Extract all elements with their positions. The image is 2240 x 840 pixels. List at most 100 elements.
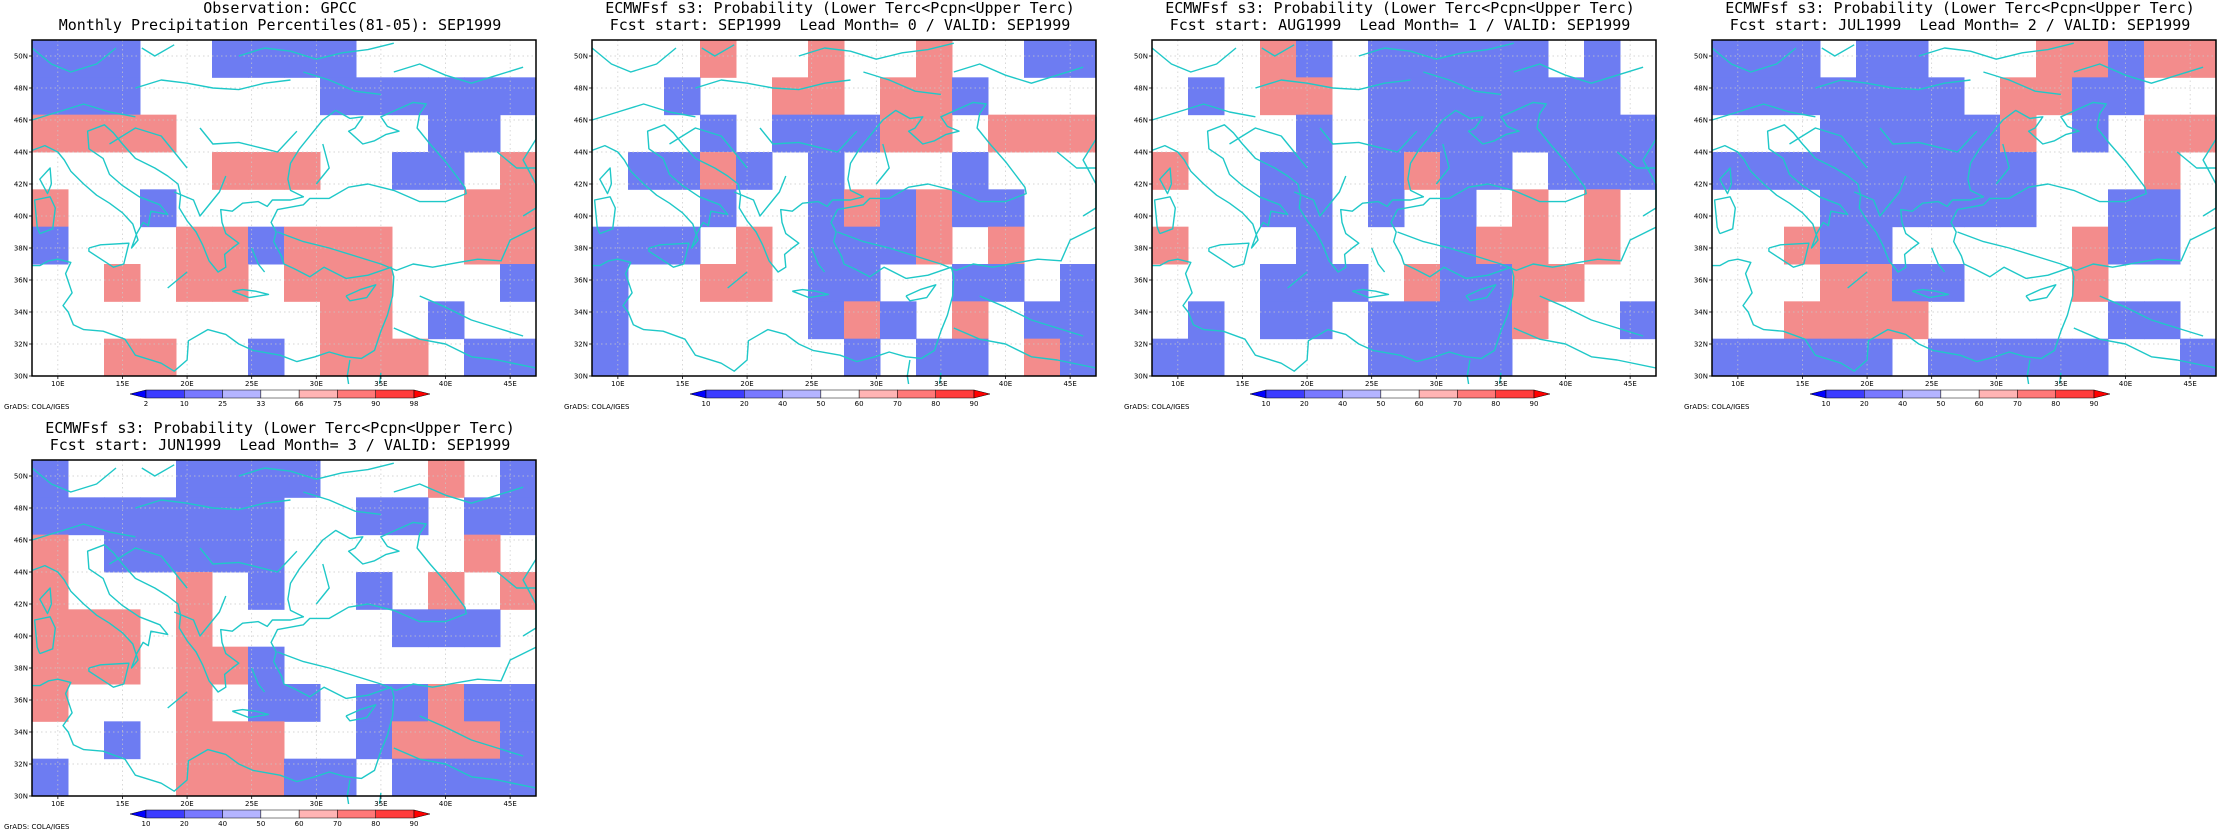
grid-cell [1548,114,1585,153]
grid-cell [68,609,105,648]
lon-tick-label: 15E [676,380,689,388]
grid-cell [428,460,465,498]
grid-cell [1476,226,1513,265]
coastline [2058,372,2062,385]
colorbar-tick-label: 70 [893,400,902,408]
grads-credit: GrADS: COLA/IGES [4,823,70,831]
coastline [759,127,858,153]
coastline [419,295,524,337]
coastline [1711,103,1816,121]
grid-cell [1024,301,1061,340]
lat-tick-label: 44N [14,149,28,157]
coastline [39,587,53,615]
lon-tick-label: 40E [2119,380,2132,388]
grads-credit: GrADS: COLA/IGES [4,403,70,411]
lon-tick-label: 45E [503,380,516,388]
grid-cell [1784,338,1821,377]
lat-tick-label: 38N [574,245,588,253]
grid-cell [1892,114,1929,153]
coastline [167,691,188,709]
colorbar-tick-label: 60 [855,400,864,408]
coastline [1056,151,1096,169]
colorbar-tick-label: 50 [816,400,825,408]
grid-cell [808,301,845,340]
grid-cell [104,338,141,377]
coastline [232,708,270,719]
colorbar-tick-label: 90 [970,400,979,408]
coastline [1435,143,1450,185]
grid-cell [1856,338,1893,377]
colorbar-tick-label: 80 [931,400,940,408]
coastline [875,143,890,185]
coastline [1261,44,1295,57]
colorbar-tick-label: 98 [410,400,419,408]
grid-cell [952,338,989,377]
grid-cell [1856,152,1893,190]
grid-cell [500,189,537,228]
grid-cell [1856,264,1893,302]
lon-tick-label: 25E [245,800,258,808]
lon-tick-label: 15E [116,800,129,808]
coastline [1847,271,1868,289]
grid-cell [700,114,737,153]
coastline [199,127,298,153]
colorbar-tick-label: 50 [1936,400,1945,408]
coastline [33,616,56,655]
coastline [792,288,830,299]
lon-tick-label: 20E [740,380,753,388]
lat-tick-label: 36N [14,277,28,285]
map-panel-2: 30N 32N 34N 36N 38N 40N 42N 44N 46N 48N 50N 10E 15E 2… [1134,39,1657,408]
grid-cell [176,572,213,610]
coastline [1853,175,1907,217]
grid-cell [140,114,177,153]
coastline [2176,151,2216,169]
lon-tick-label: 35E [1494,380,1507,388]
grid-cell [356,301,393,340]
lon-tick-label: 45E [503,800,516,808]
grid-cell [916,226,953,265]
coastline [31,103,136,121]
grid-cell [1856,77,1893,116]
panel-title-line2: Monthly Precipitation Percentiles(81-05)… [58,16,502,34]
grid-cell [32,114,69,153]
coastline [315,563,330,605]
grid-cell [1584,189,1621,228]
grid-cell [2000,77,2037,116]
grid-cell [1928,264,1965,302]
grid-cell [32,189,69,228]
grid-cell [356,226,393,265]
lon-tick-label: 25E [1365,380,1378,388]
coastline [1815,79,1971,91]
grid-cell [844,226,881,265]
colorbar: 10 20 40 50 60 70 80 90 [689,389,991,408]
grid-cell [592,264,629,302]
lat-tick-label: 50N [14,473,28,481]
coastline [1500,226,1657,272]
map-panel-4: 30N 32N 34N 36N 38N 40N 42N 44N 46N 48N 50N 10E 15E 2… [14,459,537,828]
coastline [88,242,130,268]
lon-tick-label: 25E [1925,380,1938,388]
coastline [1151,103,1256,121]
coastline [109,127,188,169]
grid-cell [1404,301,1441,340]
coastline [798,42,954,60]
lon-tick-label: 35E [374,380,387,388]
grid-cell [2000,189,2037,228]
coastline [979,295,1084,337]
grid-cell [500,460,537,498]
colorbar-tick-label: 50 [1376,400,1385,408]
grid-cell [1368,338,1405,377]
grid-cell [1584,114,1621,153]
lat-tick-label: 48N [574,85,588,93]
grid-cell [1476,114,1513,153]
grid-cell [68,114,105,153]
grid-cell [988,226,1025,265]
map-panel-3: 30N 32N 34N 36N 38N 40N 42N 44N 46N 48N 50N 10E 15E 2… [1694,39,2217,408]
colorbar-tick-label: 70 [2013,400,2022,408]
grid-cell [464,684,501,722]
lat-tick-label: 44N [14,569,28,577]
grid-cell [916,114,953,153]
lat-tick-label: 36N [14,697,28,705]
grid-cell [772,77,809,116]
grid-cell [500,226,537,265]
